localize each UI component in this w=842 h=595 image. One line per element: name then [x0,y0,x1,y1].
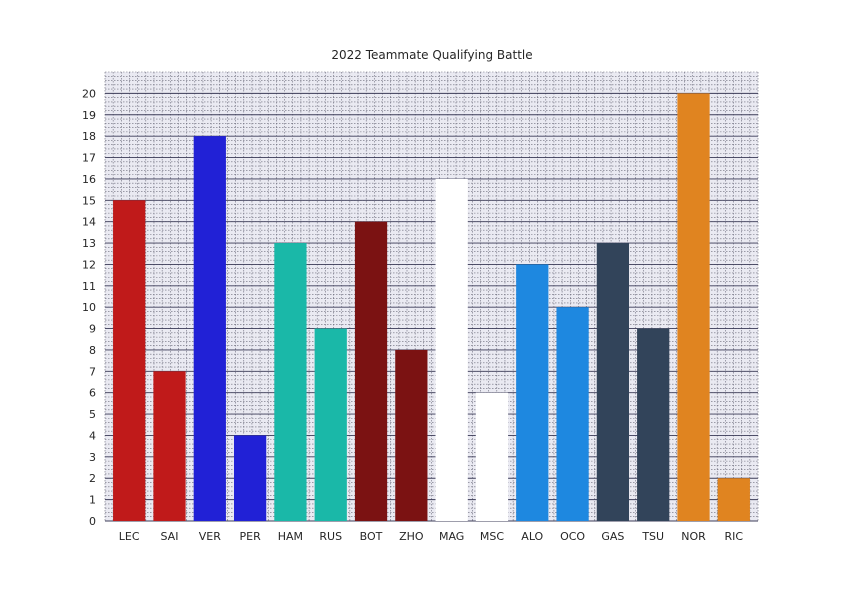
x-tick-label: LEC [119,530,140,543]
bars [113,93,750,522]
y-tick-label: 18 [82,130,96,143]
y-tick-label: 3 [89,451,96,464]
y-tick-label: 8 [89,344,96,357]
y-tick-label: 12 [82,258,96,271]
x-axis-tick-labels: LEC SAI VER PER HAM RUS BOT ZHO MAG MSC ALO OCO GAS T… [119,530,744,543]
x-tick-label: MSC [480,530,504,543]
y-tick-label: 11 [82,280,96,293]
y-tick-label: 5 [89,408,96,421]
x-tick-label: VER [199,530,221,543]
y-tick-label: 13 [82,237,96,250]
bar-tsu [637,328,670,521]
bar-sai [153,371,186,521]
x-tick-label: RUS [319,530,342,543]
x-tick-label: TSU [641,530,664,543]
x-tick-label: MAG [439,530,464,543]
bar-alo [516,264,549,521]
x-tick-label: SAI [161,530,179,543]
bar-zho [395,349,428,521]
x-tick-label: PER [239,530,261,543]
y-tick-label: 19 [82,109,96,122]
y-tick-label: 17 [82,152,96,165]
y-tick-label: 10 [82,301,96,314]
bar-bot [354,221,388,521]
bar-ric [717,478,750,521]
x-tick-label: ALO [521,530,543,543]
bar-per [233,435,267,521]
y-tick-label: 6 [89,387,96,400]
bar-lec [113,200,146,522]
y-tick-label: 16 [82,173,96,186]
x-tick-label: GAS [601,530,624,543]
y-tick-label: 15 [82,194,96,207]
x-tick-label: BOT [360,530,383,543]
x-tick-label: HAM [278,530,303,543]
x-tick-label: OCO [560,530,585,543]
y-tick-label: 0 [89,515,96,528]
x-tick-label: NOR [681,530,706,543]
bar-ver [193,136,226,521]
y-tick-label: 14 [82,216,96,229]
y-tick-label: 2 [89,472,96,485]
chart-title: 2022 Teammate Qualifying Battle [331,48,532,62]
bar-ham [274,243,307,522]
bar-oco [556,307,589,521]
y-tick-label: 20 [82,87,96,100]
bar-rus [314,328,347,521]
bar-nor [677,93,710,521]
bar-gas [596,243,630,522]
x-tick-label: ZHO [399,530,424,543]
y-tick-label: 9 [89,323,96,336]
x-tick-label: RIC [725,530,744,543]
y-tick-label: 1 [89,494,96,507]
y-tick-label: 4 [89,429,96,442]
bar-msc [475,392,509,521]
bar-mag [435,178,468,521]
y-tick-label: 7 [89,365,96,378]
